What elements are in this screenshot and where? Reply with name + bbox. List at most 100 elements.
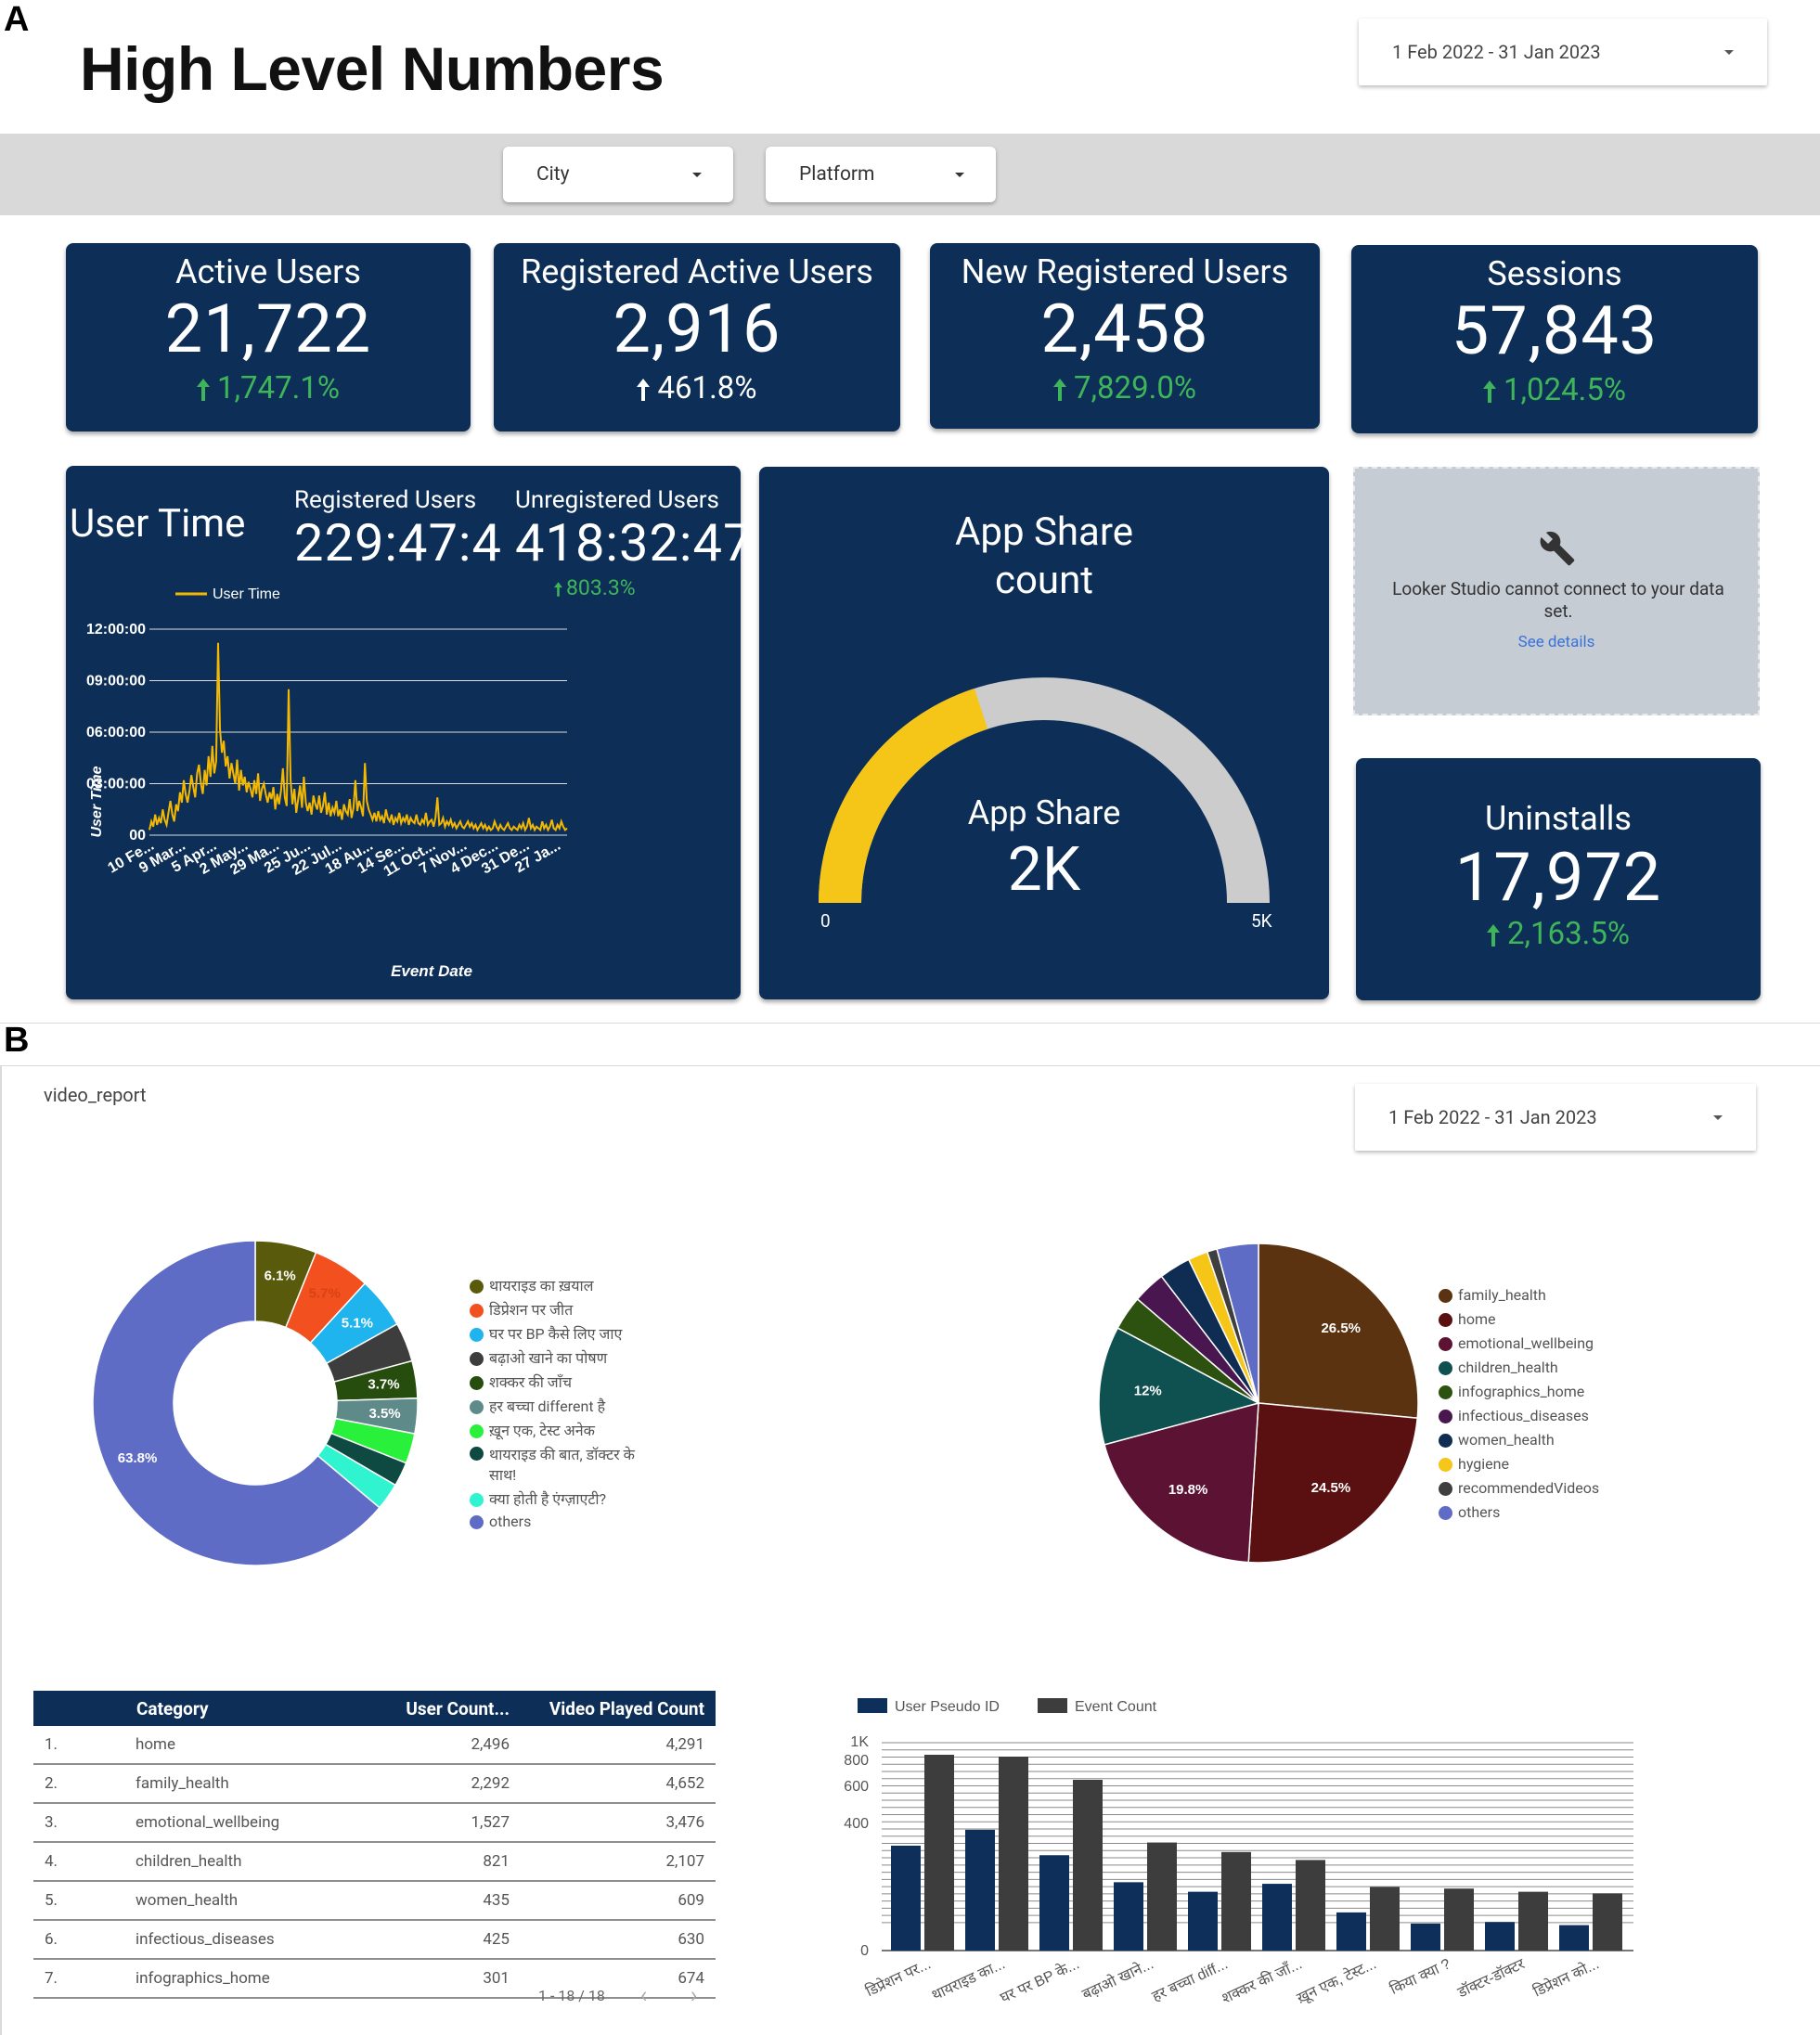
legend-label: recommendedVideos (1458, 1479, 1600, 1497)
legend-item: थायराइड का ख़याल (470, 1275, 593, 1295)
donut-slice-labels: 6.1% 5.7%5.1% 3.7% 3.5% 63.8% (118, 1269, 401, 1466)
row-category: women_health (136, 1881, 351, 1921)
user-time-line-chart: User Time 12:00:00 09:00:00 06:00:00 03:00:… (86, 586, 568, 980)
table-row[interactable]: 2. family_health 2,292 4,652 (33, 1764, 716, 1804)
prev-page-icon[interactable]: ‹ (640, 1982, 648, 2008)
row-index: 4. (33, 1842, 136, 1882)
bar (1221, 1851, 1251, 1951)
kpi-delta-value: 7,829.0% (1073, 370, 1197, 406)
bar (1188, 1891, 1218, 1951)
legend-swatch (1439, 1410, 1452, 1424)
kpi-card-new-registered-users: New Registered Users 2,458 7,829.0% (930, 243, 1320, 429)
legend-swatch (470, 1304, 484, 1319)
legend-item: hygiene (1439, 1455, 1509, 1473)
gauge-value: 2K (1007, 834, 1081, 906)
legend-label: शक्कर की जाँच (489, 1373, 572, 1391)
row-video-played-count: 609 (517, 1881, 716, 1921)
report-header-divider (0, 1065, 1820, 1066)
table-row[interactable]: 1. home 2,496 4,291 (33, 1726, 716, 1765)
legend-label: infectious_diseases (1458, 1407, 1589, 1424)
legend-swatch (470, 1280, 484, 1294)
x-tick-label: डॉक्टर-डॉक्टर (1454, 1955, 1528, 2002)
legend-label: children_health (1458, 1359, 1558, 1376)
kpi-delta-value: 461.8% (657, 370, 757, 406)
y-tick-label: 600 (844, 1779, 869, 1795)
date-range-picker[interactable]: 1 Feb 2022 - 31 Jan 2023 (1355, 1084, 1756, 1151)
legend-label: थायराइड का ख़याल (489, 1277, 594, 1294)
slice-label: 3.5% (368, 1406, 400, 1422)
kpi-title: Sessions (1487, 254, 1622, 293)
app-share-gauge (819, 677, 1270, 903)
legend-item: हर बच्चा different है (470, 1396, 605, 1416)
date-range-picker[interactable]: 1 Feb 2022 - 31 Jan 2023 (1359, 19, 1767, 85)
pie-slice (1258, 1243, 1419, 1420)
panel-label-a: A (4, 0, 30, 39)
date-range-value: 1 Feb 2022 - 31 Jan 2023 (1388, 1106, 1597, 1128)
registered-users-label: Registered Users (294, 486, 477, 514)
pie-slice (1247, 1402, 1419, 1564)
bar (1296, 1860, 1325, 1951)
gauge-min-label: 0 (820, 910, 831, 932)
legend-swatch (1439, 1337, 1452, 1352)
table-header-user-count[interactable]: User Count... (351, 1691, 517, 1726)
see-details-link[interactable]: See details (1517, 633, 1595, 651)
row-video-played-count: 2,107 (517, 1842, 716, 1882)
table-pagination: 1 - 18 / 18 (538, 1987, 605, 2004)
table-row[interactable]: 5. women_health 435 609 (33, 1881, 716, 1921)
legend-item: ख़ून एक, टेस्ट अनेक (470, 1420, 595, 1440)
user-time-series-line (148, 642, 568, 832)
kpi-value: 2,458 (1040, 290, 1209, 368)
row-user-count: 2,496 (351, 1726, 517, 1765)
row-user-count: 435 (351, 1881, 517, 1921)
legend-swatch (470, 1400, 484, 1415)
table-header-category[interactable]: Category (136, 1691, 351, 1726)
x-tick-label: शक्कर की जाँ... (1219, 1954, 1304, 2007)
pie-slice-labels: 26.5% 24.5% 19.8% 12% (1134, 1320, 1361, 1498)
arrow-up-icon (1482, 380, 1496, 404)
kpi-delta-value: 2,163.5% (1506, 916, 1631, 952)
kpi-card-uninstalls: Uninstalls 17,972 2,163.5% (1356, 758, 1761, 1000)
legend-item: others (1439, 1503, 1500, 1521)
platform-filter[interactable]: Platform (766, 147, 996, 202)
legend-label: बढ़ाओ खाने का पोषण (489, 1349, 608, 1367)
x-tick-label: घर पर BP के... (998, 1954, 1082, 2006)
date-range-value: 1 Feb 2022 - 31 Jan 2023 (1392, 41, 1601, 63)
next-page-icon[interactable]: › (691, 1982, 698, 2008)
table-row[interactable]: 7. infographics_home 301 674 (33, 1959, 716, 1999)
panel-label-b: B (4, 1021, 30, 1060)
city-filter[interactable]: City (503, 147, 733, 202)
table-row[interactable]: 3. emotional_wellbeing 1,527 3,476 (33, 1803, 716, 1843)
legend-label: डिप्रेशन पर जीत (489, 1301, 574, 1319)
x-tick-label: बढ़ाओ खाने... (1079, 1954, 1156, 2003)
row-video-played-count: 4,652 (517, 1764, 716, 1804)
y-tick-label: 12:00:00 (86, 622, 146, 638)
row-index: 7. (33, 1959, 136, 1999)
y-tick-label: 06:00:00 (86, 725, 146, 741)
table-header-video-played-count[interactable]: Video Played Count (517, 1691, 716, 1726)
kpi-title: Active Users (175, 252, 361, 291)
legend-item: home (1439, 1310, 1495, 1328)
city-filter-label: City (536, 163, 570, 186)
app-share-title-line2: count (994, 558, 1094, 603)
bar (1444, 1888, 1474, 1951)
arrow-up-icon (1052, 379, 1066, 402)
row-index: 1. (33, 1726, 136, 1765)
row-user-count: 1,527 (351, 1803, 517, 1843)
chevron-down-icon (955, 173, 964, 177)
legend-swatch (858, 1698, 887, 1713)
slice-label: 19.8% (1168, 1482, 1208, 1498)
slice-label: 63.8% (118, 1450, 158, 1466)
legend-label: Event Count (1075, 1699, 1157, 1715)
bar (1039, 1855, 1069, 1951)
table-row[interactable]: 4. children_health 821 2,107 (33, 1842, 716, 1882)
kpi-value: 2,916 (613, 290, 781, 368)
bar (891, 1845, 921, 1951)
legend-label: ख़ून एक, टेस्ट अनेक (489, 1422, 595, 1439)
bar (1485, 1922, 1515, 1951)
legend-item: क्या होती है एंग्ज़ाएटी? (470, 1488, 606, 1509)
table-row[interactable]: 6. infectious_diseases 425 630 (33, 1920, 716, 1960)
row-user-count: 2,292 (351, 1764, 517, 1804)
legend-label: home (1458, 1310, 1496, 1328)
bar (1073, 1780, 1103, 1951)
gauge-fill (819, 688, 988, 903)
